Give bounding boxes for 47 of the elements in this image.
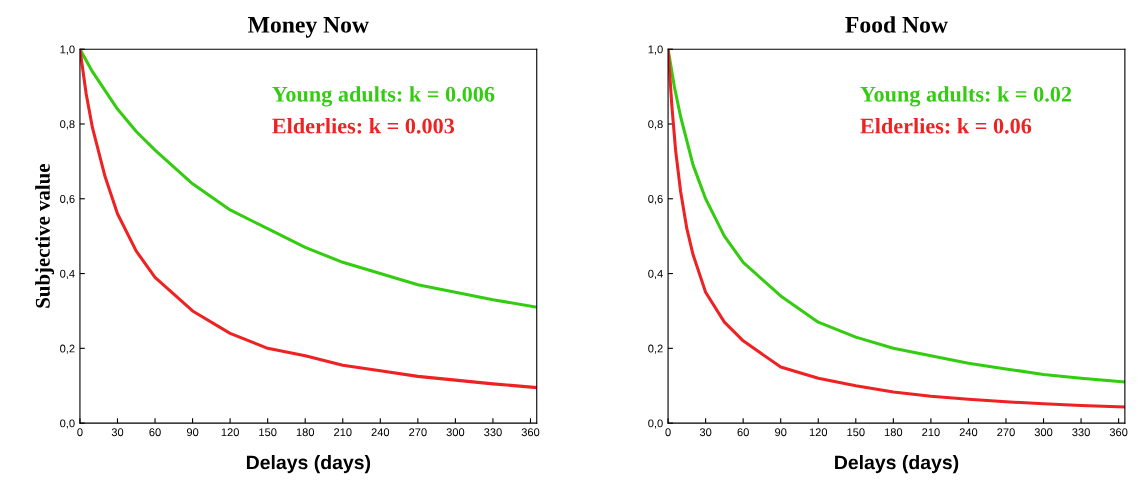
annotation: Young adults: k = 0.02 [860,86,1072,107]
x-tick-label: 360 [521,428,540,437]
y-tick-label: 1,0 [648,45,663,55]
y-tick-label: 0,0 [648,419,663,429]
chart-title: Food Now [845,16,948,33]
x-tick-label: 240 [959,428,978,437]
x-tick-label: 360 [1109,428,1128,437]
x-tick-label: 300 [1034,428,1053,437]
y-tick-label: 0,8 [648,120,663,130]
annotation: Elderlies: k = 0.003 [272,117,455,134]
y-tick-label: 1,0 [60,45,75,55]
x-tick-label: 180 [884,428,903,437]
y-axis-title: Subjective value [35,164,55,308]
x-axis-title: Delays (days) [835,455,959,474]
x-tick-label: 120 [809,428,828,437]
x-tick-label: 270 [409,428,427,437]
x-tick-label: 90 [186,428,199,437]
x-tick-label: 150 [847,428,865,437]
chart-title: Money Now [248,17,369,38]
y-tick-label: 0,2 [648,344,663,354]
y-tick-label: 0,6 [648,195,663,205]
y-tick-label: 0,4 [648,269,663,279]
x-tick-label: 120 [221,428,239,437]
x-tick-label: 180 [296,428,315,437]
y-tick-label: 0,0 [60,419,75,429]
x-tick-label: 30 [699,428,712,437]
y-tick-label: 0,8 [60,120,75,130]
x-tick-label: 210 [334,428,352,437]
x-tick-label: 330 [484,428,502,437]
y-tick-label: 0,2 [60,344,75,354]
annotation: Elderlies: k = 0.06 [860,117,1032,134]
x-tick-label: 240 [371,428,390,437]
x-tick-label: 150 [259,428,277,437]
x-tick-label: 90 [775,428,787,437]
annotation: Young adults: k = 0.006 [272,86,495,107]
x-tick-label: 60 [737,428,749,437]
x-tick-label: 0 [77,428,83,437]
x-tick-label: 330 [1072,428,1090,437]
x-tick-label: 210 [922,428,940,437]
x-axis-title: Delays (days) [246,455,371,474]
x-tick-label: 270 [997,428,1015,437]
x-tick-label: 300 [446,428,465,437]
y-tick-label: 0,4 [60,269,75,279]
x-tick-label: 60 [149,428,161,437]
x-tick-label: 0 [665,428,671,437]
x-tick-label: 30 [111,428,124,437]
y-tick-label: 0,6 [60,195,75,205]
